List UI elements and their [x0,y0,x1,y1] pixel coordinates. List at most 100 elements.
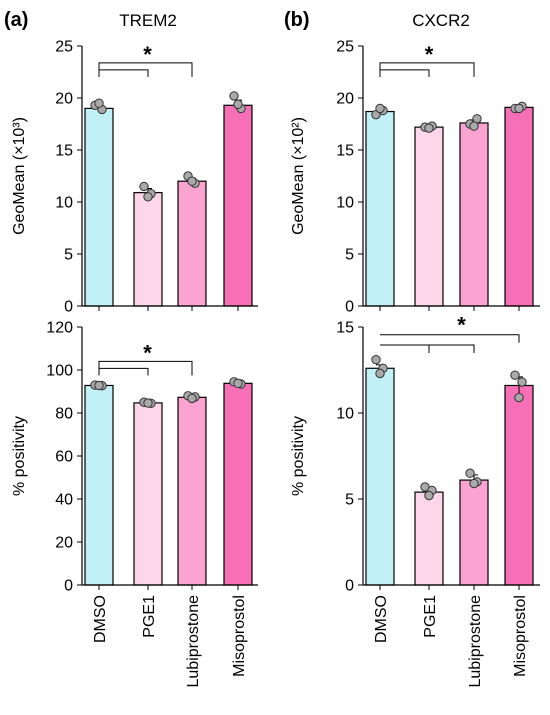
data-point [229,91,239,101]
data-point [375,103,385,114]
y-tick-label: 120 [46,320,73,337]
y-tick-label: 25 [55,39,73,56]
y-axis-label: GeoMean (×10³) [11,117,28,235]
significance-star: * [457,313,466,338]
category-labels: DMSO PGE1 Lubiprostone Misoprostol DMSO PGE1 L… [92,595,529,688]
bar-pge1 [414,126,444,307]
y-tick-label: 20 [55,535,73,552]
data-point [187,393,197,404]
data-point [469,121,479,131]
bar-lubiprostone [459,122,489,307]
data-point [514,103,524,114]
data-point [424,490,434,501]
significance-bracket: * [98,42,193,77]
bracket-line [379,69,430,77]
significance-bracket: * [98,340,193,376]
bar-dmso [365,110,395,307]
bar-dmso [84,107,114,307]
chart-title: CXCR2 [412,11,470,30]
data-point [143,398,153,408]
data-point [424,123,434,133]
bar-misoprostol [504,106,534,307]
chart-panel-4: 0 5 10 15 % positivity * [290,313,540,595]
y-tick-label: 10 [336,195,354,212]
significance-star: * [143,42,152,67]
chart-title: TREM2 [119,11,177,30]
bracket-line [98,62,193,77]
bar-misoprostol [223,382,253,586]
bar-lubiprostone [459,479,489,586]
data-point [233,99,243,109]
y-tick-label: 100 [46,363,73,380]
category-label-dmso: DMSO [92,595,109,643]
data-point [94,380,104,391]
data-point [375,368,385,379]
category-label-lubiprostone: Lubiprostone [185,595,202,688]
y-tick-label: 60 [55,449,73,466]
category-label-dmso: DMSO [373,595,390,643]
panel-label-b: (b) [284,9,310,31]
data-point [139,181,149,192]
plots: 0 5 10 15 20 25 GeoMean (×10³) TREM2 * 0 5 10 15 20 25… [11,11,540,595]
y-axis-label: % positivity [290,416,307,496]
bar-lubiprostone [177,396,207,586]
bar-misoprostol [504,384,534,586]
y-tick-label: 10 [55,195,73,212]
data-point [233,378,243,389]
y-tick-label: 15 [336,320,354,337]
data-point [469,478,479,489]
panel-label-a-text: (a) [4,9,28,31]
bracket-line [379,62,475,77]
bracket-line [98,360,193,376]
data-point [514,392,524,403]
bracket-line [380,344,430,354]
y-axis-label: GeoMean (×10²) [290,117,307,235]
y-tick-label: 0 [64,578,73,595]
y-tick-label: 40 [55,492,73,509]
y-tick-label: 0 [345,299,354,316]
y-tick-label: 10 [336,406,354,423]
bracket-line [380,334,520,343]
category-label-lubiprostone: Lubiprostone [467,595,484,688]
significance-star: * [425,42,434,67]
data-point [465,468,475,478]
chart-panel-3: 0 20 40 60 80 100 120 % positivity * [11,320,258,595]
y-tick-label: 20 [336,91,354,108]
bar-pge1 [133,402,163,586]
significance-bracket: * [379,42,475,77]
y-tick-label: 25 [336,39,354,56]
data-point [517,377,527,387]
bracket-line [380,344,475,354]
data-point [94,98,104,108]
data-point [143,192,153,202]
y-tick-label: 0 [64,299,73,316]
significance-bracket: * [380,313,520,354]
significance-star: * [143,340,152,365]
y-tick-label: 15 [55,143,73,160]
bar-pge1 [414,491,444,586]
panel-label-a: (a) [4,9,28,31]
data-point [371,354,381,365]
y-tick-label: 80 [55,406,73,423]
category-label-misoprostol: Misoprostol [512,595,529,677]
y-axis-label: % positivity [11,416,28,496]
bar-dmso [84,384,114,586]
y-tick-label: 15 [336,143,354,160]
panel-label-b-text: (b) [284,9,310,31]
bracket-line [98,69,149,77]
bar-lubiprostone [177,180,207,307]
y-tick-label: 5 [64,247,73,264]
category-label-pge1: PGE1 [141,595,158,638]
data-point [187,176,197,186]
bar-pge1 [133,192,163,307]
bar-misoprostol [223,104,253,307]
y-tick-label: 20 [55,91,73,108]
bracket-line [98,367,149,376]
category-label-misoprostol: Misoprostol [231,595,248,677]
data-point [510,370,520,380]
chart-panel-1: 0 5 10 15 20 25 GeoMean (×10³) TREM2 * [11,11,258,316]
bar-dmso [365,367,395,586]
category-label-pge1: PGE1 [422,595,439,638]
chart-panel-2: 0 5 10 15 20 25 GeoMean (×10²) CXCR2 * [290,11,540,316]
